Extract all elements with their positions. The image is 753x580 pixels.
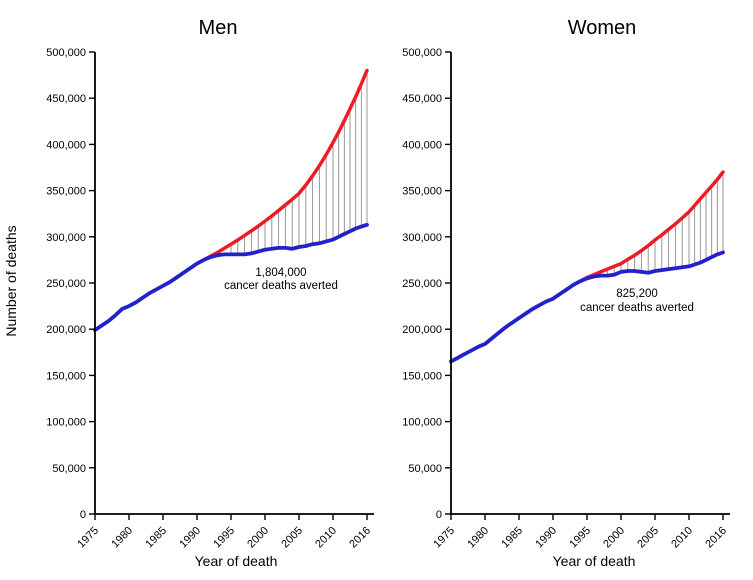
- women-y-tick-label: 300,000: [402, 232, 442, 244]
- men-y-tick-label: 250,000: [46, 278, 86, 290]
- men-y-tick-label: 150,000: [46, 370, 86, 382]
- women-annotation-value: 825,200: [616, 288, 658, 300]
- women-x-tick-label: 1990: [533, 525, 559, 551]
- men-y-tick-label: 0: [80, 509, 86, 521]
- men-x-tick-label: 1985: [143, 525, 169, 551]
- men-panel-title: Men: [199, 17, 238, 39]
- women-y-tick-label: 250,000: [402, 278, 442, 290]
- men-observed-line: [93, 222, 369, 333]
- men-x-tick-label: 2005: [279, 525, 305, 551]
- women-y-tick-label: 100,000: [402, 417, 442, 429]
- women-y-tick-label: 0: [436, 509, 442, 521]
- women-x-tick-label: 1975: [431, 525, 457, 551]
- men-x-tick-label: 2010: [313, 525, 339, 551]
- women-y-tick-label: 500,000: [402, 47, 442, 59]
- men-expected-line: [202, 68, 369, 262]
- women-panel: 0 50,000 100,000 150,000 200,000 250,000 300,0…: [402, 17, 730, 569]
- women-y-tick-label: 200,000: [402, 324, 442, 336]
- women-x-tick-label: 2010: [669, 525, 695, 551]
- men-y-tick-label: 350,000: [46, 186, 86, 198]
- men-x-tick-label: 1980: [109, 525, 135, 551]
- men-x-tick-label: 1975: [75, 525, 101, 551]
- women-x-tick-label: 1985: [499, 525, 525, 551]
- men-x-tick-label: 2000: [245, 525, 271, 551]
- women-x-tick-label: 1995: [567, 525, 593, 551]
- women-y-tick-label: 150,000: [402, 370, 442, 382]
- men-annotation-label: cancer deaths averted: [224, 280, 338, 292]
- women-x-tick-label: 2016: [703, 525, 729, 551]
- women-panel-title: Women: [568, 17, 637, 39]
- men-x-axis-title: Year of death: [195, 553, 278, 569]
- men-annotation-value: 1,804,000: [255, 267, 306, 279]
- men-y-tick-label: 300,000: [46, 232, 86, 244]
- women-y-tick-label: 400,000: [402, 139, 442, 151]
- men-y-tick-label: 50,000: [52, 463, 86, 475]
- men-y-tick-label: 100,000: [46, 417, 86, 429]
- women-y-tick-label: 450,000: [402, 93, 442, 105]
- women-expected-line: [578, 170, 725, 283]
- men-y-tick-label: 200,000: [46, 324, 86, 336]
- men-y-tick-label: 400,000: [46, 139, 86, 151]
- men-x-tick-label: 1995: [211, 525, 237, 551]
- women-x-tick-label: 2000: [601, 525, 627, 551]
- men-y-tick-label: 500,000: [46, 47, 86, 59]
- men-averted-hatch-area: [230, 70, 368, 255]
- women-x-tick-label: 2005: [635, 525, 661, 551]
- men-y-tick-label: 450,000: [46, 93, 86, 105]
- women-y-tick-label: 50,000: [408, 463, 442, 475]
- men-panel: 0 50,000 100,000 150,000 200,000 250,000 300,0…: [3, 17, 374, 569]
- y-axis-title: Number of deaths: [3, 225, 19, 336]
- women-y-tick-label: 350,000: [402, 186, 442, 198]
- women-annotation-label: cancer deaths averted: [580, 302, 694, 314]
- women-x-axis-title: Year of death: [553, 553, 636, 569]
- men-x-tick-label: 1990: [177, 525, 203, 551]
- men-x-tick-label: 2016: [347, 525, 373, 551]
- women-observed-line: [449, 250, 725, 364]
- women-x-tick-label: 1980: [465, 525, 491, 551]
